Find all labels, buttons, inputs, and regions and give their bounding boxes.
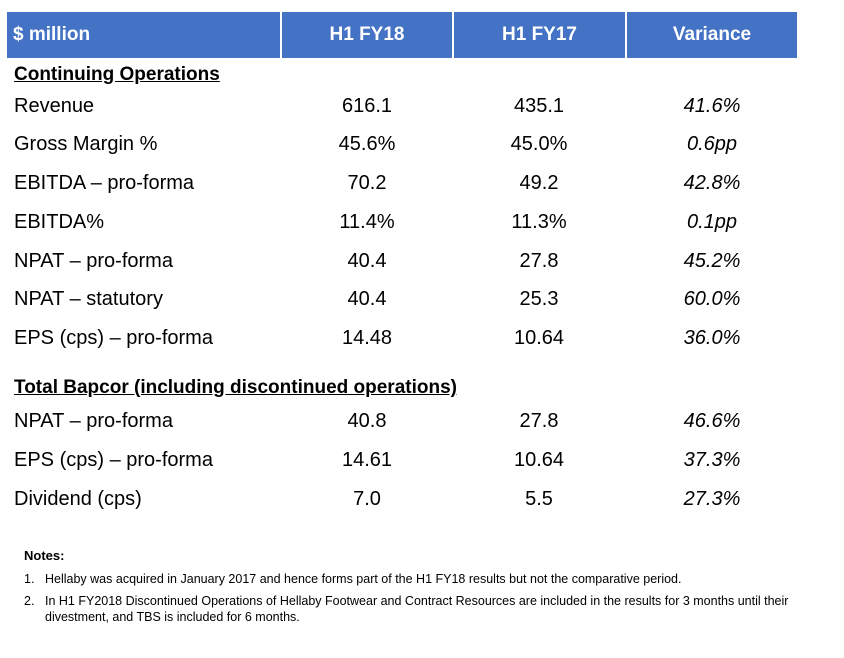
header-variance: Variance — [627, 12, 797, 58]
value-h1-fy17: 45.0% — [510, 133, 568, 155]
value-h1-fy18: 40.4 — [347, 288, 387, 310]
value-h1-fy18: 40.8 — [347, 410, 387, 432]
note-text: Hellaby was acquired in January 2017 and… — [45, 572, 682, 586]
value-h1-fy17: 10.64 — [513, 327, 565, 349]
header-h1-fy18: H1 FY18 — [282, 12, 452, 58]
table-row: Dividend (cps) 7.0 5.5 27.3% — [0, 486, 844, 512]
row-label: EBITDA – pro-forma — [14, 172, 195, 194]
value-h1-fy17: 25.3 — [519, 288, 559, 310]
header-units-label: $ million — [7, 12, 280, 58]
value-variance: 27.3% — [683, 488, 741, 510]
row-label: NPAT – statutory — [14, 288, 163, 310]
value-h1-fy18: 616.1 — [341, 95, 393, 117]
value-h1-fy18: 40.4 — [347, 250, 387, 272]
value-h1-fy17: 27.8 — [519, 250, 559, 272]
table-row: EBITDA – pro-forma 70.2 49.2 42.8% — [0, 170, 844, 196]
value-h1-fy18: 11.4% — [339, 211, 395, 233]
value-variance: 41.6% — [683, 95, 741, 117]
table-header: $ million H1 FY18 H1 FY17 Variance — [7, 12, 797, 58]
note-text: In H1 FY2018 Discontinued Operations of … — [45, 594, 789, 624]
value-variance: 0.1pp — [686, 211, 738, 233]
value-h1-fy17: 49.2 — [519, 172, 559, 194]
note-number: 1. — [24, 572, 35, 586]
table-row: Gross Margin % 45.6% 45.0% 0.6pp — [0, 131, 844, 157]
note-item: 1. Hellaby was acquired in January 2017 … — [24, 571, 834, 587]
row-label: Revenue — [14, 95, 95, 117]
row-label: NPAT – pro-forma — [14, 250, 173, 272]
value-variance: 36.0% — [683, 327, 741, 349]
note-item: 2. In H1 FY2018 Discontinued Operations … — [24, 593, 834, 625]
value-h1-fy17: 27.8 — [519, 410, 559, 432]
value-h1-fy17: 5.5 — [525, 488, 553, 510]
value-variance: 45.2% — [683, 250, 741, 272]
table-row: NPAT – pro-forma 40.4 27.8 45.2% — [0, 248, 844, 274]
row-label: EPS (cps) – pro-forma — [14, 327, 213, 349]
value-h1-fy18: 45.6% — [338, 133, 396, 155]
value-variance: 60.0% — [683, 288, 741, 310]
table-row: EBITDA% 11.4% 11.3% 0.1pp — [0, 209, 844, 235]
row-label: EPS (cps) – pro-forma — [14, 449, 213, 471]
notes-title: Notes: — [24, 548, 65, 563]
table-row: NPAT – pro-forma 40.8 27.8 46.6% — [0, 408, 844, 434]
value-variance: 0.6pp — [686, 133, 738, 155]
value-variance: 37.3% — [683, 449, 741, 471]
row-label: Gross Margin % — [14, 133, 158, 155]
value-h1-fy17: 10.64 — [513, 449, 565, 471]
value-variance: 46.6% — [683, 410, 741, 432]
row-label: EBITDA% — [14, 211, 105, 233]
header-h1-fy17: H1 FY17 — [454, 12, 625, 58]
value-h1-fy17: 11.3% — [511, 211, 567, 233]
row-label: Dividend (cps) — [14, 488, 142, 510]
value-h1-fy17: 435.1 — [513, 95, 565, 117]
table-row: EPS (cps) – pro-forma 14.61 10.64 37.3% — [0, 447, 844, 473]
table-row: Revenue 616.1 435.1 41.6% — [0, 93, 844, 119]
notes-section: Notes: 1. Hellaby was acquired in Januar… — [24, 548, 834, 631]
value-h1-fy18: 14.48 — [341, 327, 393, 349]
table-row: EPS (cps) – pro-forma 14.48 10.64 36.0% — [0, 325, 844, 351]
value-h1-fy18: 70.2 — [347, 172, 387, 194]
total-bapcor-title: Total Bapcor (including discontinued ope… — [14, 377, 457, 398]
table-row: NPAT – statutory 40.4 25.3 60.0% — [0, 286, 844, 312]
value-h1-fy18: 7.0 — [353, 488, 381, 510]
row-label: NPAT – pro-forma — [14, 410, 173, 432]
value-variance: 42.8% — [683, 172, 741, 194]
continuing-operations-title: Continuing Operations — [14, 64, 220, 85]
note-number: 2. — [24, 594, 35, 608]
value-h1-fy18: 14.61 — [341, 449, 393, 471]
